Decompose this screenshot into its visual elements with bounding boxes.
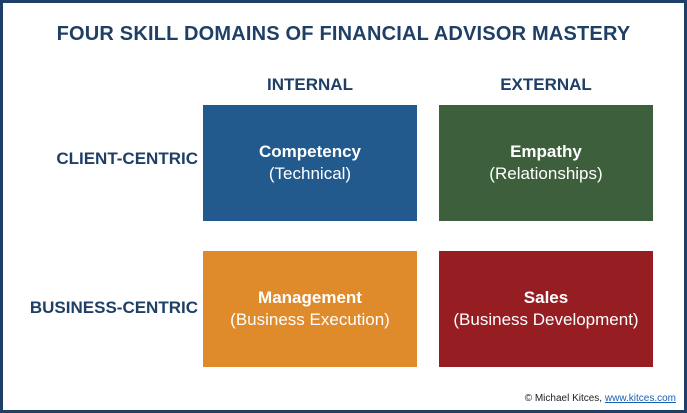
quadrant-management: Management (Business Execution) [203,251,417,367]
quadrant-competency-subtitle: (Technical) [268,164,352,183]
quadrant-competency: Competency (Technical) [203,105,417,221]
row-label-client-centric: CLIENT-CENTRIC [56,149,198,168]
quadrant-sales-subtitle: (Business Development) [453,310,639,329]
column-label-internal: INTERNAL [267,75,353,94]
copyright-text: © Michael Kitces, [524,393,603,404]
copyright-credit: © Michael Kitces, www.kitces.com [525,393,676,404]
diagram-title: FOUR SKILL DOMAINS OF FINANCIAL ADVISOR … [56,23,631,45]
kitces-link[interactable]: www.kitces.com [604,393,676,404]
quadrant-empathy-title: Empathy [510,142,582,161]
quadrant-management-title: Management [258,288,362,307]
column-label-external: EXTERNAL [500,75,592,94]
quadrant-sales: Sales (Business Development) [439,251,653,367]
quadrant-empathy: Empathy (Relationships) [439,105,653,221]
quadrant-sales-title: Sales [523,288,569,307]
row-label-business-centric: BUSINESS-CENTRIC [29,298,198,317]
quadrant-competency-title: Competency [258,142,362,161]
quadrant-empathy-subtitle: (Relationships) [489,164,603,183]
quadrant-management-subtitle: (Business Execution) [230,310,390,329]
